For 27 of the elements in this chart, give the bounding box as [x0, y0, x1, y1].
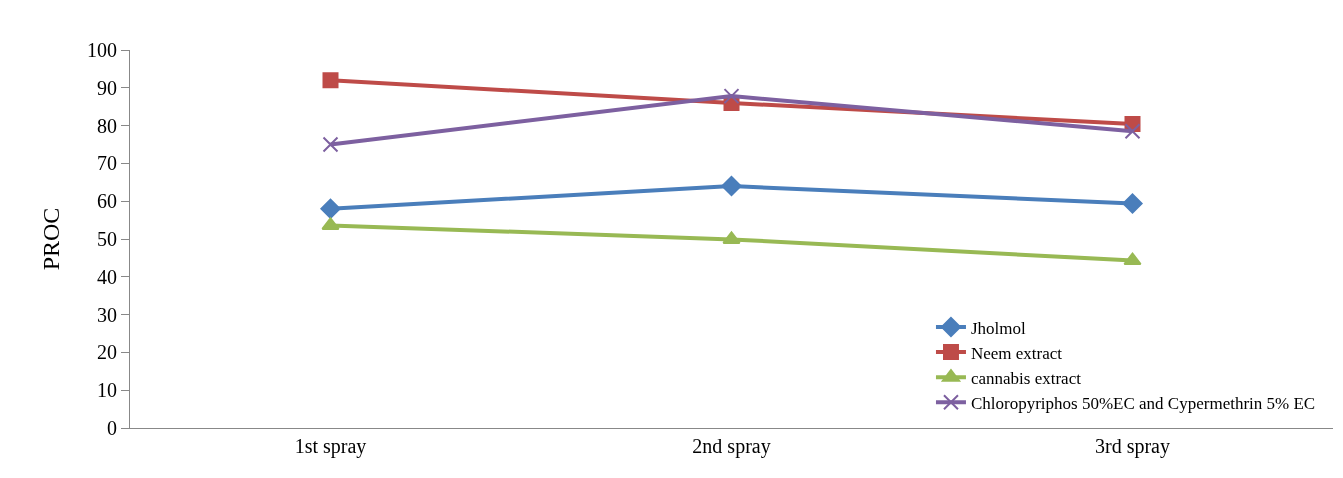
legend-label: Neem extract	[970, 343, 1063, 363]
point	[322, 136, 339, 153]
point	[723, 88, 740, 105]
point	[1123, 252, 1142, 266]
y-tick-label: 70	[97, 152, 117, 175]
y-tick-label: 80	[97, 114, 117, 137]
y-axis-title: PROC	[38, 207, 65, 271]
point	[320, 198, 341, 219]
y-tick-label: 60	[97, 190, 117, 213]
legend-label: Chloropyriphos 50%EC and Cypermethrin 5% EC	[970, 393, 1316, 413]
y-tick-label: 50	[97, 228, 117, 250]
legend-label: cannabis extract	[970, 368, 1082, 388]
point	[721, 175, 742, 197]
x-tick-label: 3rd spray	[1095, 435, 1170, 458]
y-tick-label: 20	[97, 341, 117, 364]
y-tick-label: 40	[97, 265, 117, 288]
point	[1122, 193, 1143, 214]
legend-label: Jholmol	[970, 318, 1027, 338]
point	[1124, 123, 1141, 140]
point	[322, 72, 339, 89]
y-tick-label: 10	[97, 379, 117, 402]
y-tick-label: 100	[87, 39, 117, 61]
x-tick-label: 2nd spray	[692, 435, 771, 458]
y-tick-label: 90	[97, 76, 117, 99]
y-tick-label: 30	[97, 303, 117, 326]
x-tick-label: 1st spray	[294, 435, 367, 458]
y-tick-label: 0	[107, 417, 117, 439]
